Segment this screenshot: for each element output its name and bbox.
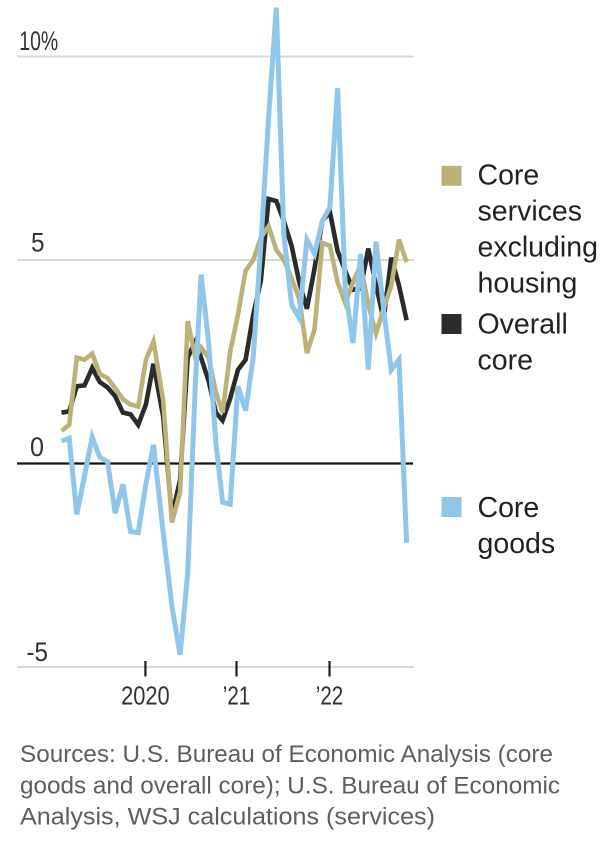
svg-text:10%: 10% bbox=[19, 26, 58, 56]
svg-text:-5: -5 bbox=[27, 637, 49, 667]
svg-text:excluding: excluding bbox=[478, 232, 598, 264]
svg-text:2020: 2020 bbox=[121, 680, 170, 710]
svg-text:Analysis, WSJ calculations (se: Analysis, WSJ calculations (services) bbox=[20, 804, 435, 831]
svg-text:goods: goods bbox=[478, 528, 556, 560]
svg-text:’22: ’22 bbox=[316, 680, 344, 710]
svg-text:Core: Core bbox=[478, 492, 540, 524]
svg-text:housing: housing bbox=[478, 268, 578, 300]
svg-text:Overall: Overall bbox=[478, 309, 568, 341]
svg-text:services: services bbox=[478, 196, 583, 228]
svg-text:Sources: U.S. Bureau of Econom: Sources: U.S. Bureau of Economic Analysi… bbox=[20, 741, 553, 768]
svg-text:0: 0 bbox=[30, 432, 44, 462]
svg-text:Core: Core bbox=[478, 160, 540, 192]
svg-text:5: 5 bbox=[31, 228, 45, 258]
svg-text:goods and overall core); U.S.: goods and overall core); U.S. Bureau of … bbox=[20, 772, 560, 799]
svg-text:core: core bbox=[478, 345, 533, 377]
svg-text:’21: ’21 bbox=[223, 680, 251, 710]
